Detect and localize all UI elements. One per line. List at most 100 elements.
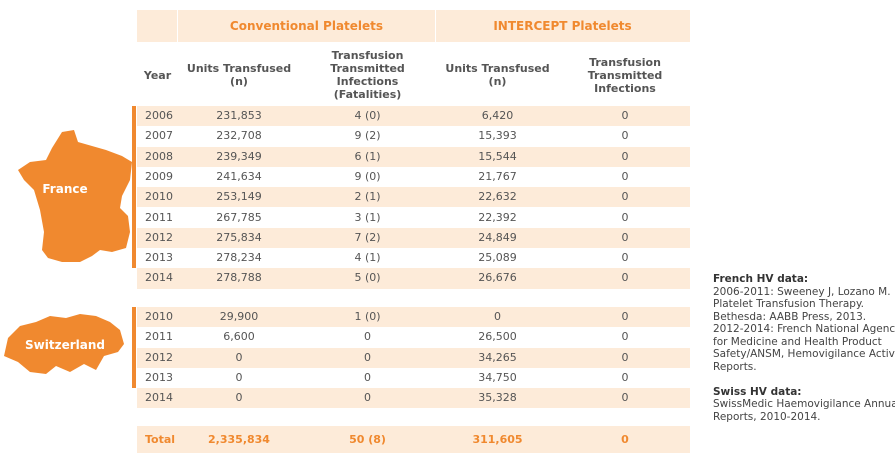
country-maps — [4, 130, 132, 374]
cell: 2011 — [145, 210, 173, 224]
cell: 7 (2) — [354, 230, 381, 244]
cell: 0 — [621, 350, 629, 364]
cell: 232,708 — [216, 129, 262, 143]
note-line: Reports. — [713, 360, 757, 373]
cell: 2 (1) — [354, 190, 381, 204]
note-line: Platelet Transfusion Therapy. — [713, 298, 864, 310]
section-bar — [132, 106, 136, 269]
cell: 9 (2) — [354, 129, 381, 143]
cell: 241,634 — [216, 169, 262, 183]
cell: 2011 — [145, 330, 173, 344]
cell: 6,420 — [481, 109, 514, 122]
cell: 0 — [621, 310, 629, 323]
row-band — [137, 307, 690, 328]
section-bar — [132, 307, 136, 389]
cell: 0 — [494, 310, 501, 323]
cell: 0 — [621, 370, 629, 384]
total-cell: 50 (8) — [349, 433, 386, 446]
cell: 35,328 — [478, 391, 517, 405]
note-title: Swiss HV data: — [713, 385, 802, 398]
cell: 0 — [235, 370, 243, 384]
group-header: Conventional Platelets — [229, 19, 384, 33]
cell: 267,785 — [216, 210, 262, 224]
cell: 2012 — [145, 230, 173, 244]
note-line: Safety/ANSM, Hemovigilance Activity — [713, 348, 895, 360]
cell: 0 — [364, 391, 371, 405]
cell: 2009 — [145, 169, 173, 183]
switzerland-label: Switzerland — [25, 338, 105, 352]
france-map — [18, 130, 132, 262]
cell: 9 (0) — [354, 169, 381, 183]
cell: 275,834 — [216, 230, 262, 244]
switzerland-map — [4, 314, 124, 374]
cell: 2010 — [145, 310, 173, 323]
note-line: SwissMedic Haemovigilance Annual — [713, 398, 895, 410]
cell: 3 (1) — [354, 210, 381, 224]
cell: 0 — [364, 330, 371, 344]
note-line: Bethesda: AABB Press, 2013. — [713, 310, 867, 323]
cell: 0 — [621, 251, 629, 265]
cell: 26,500 — [478, 330, 517, 344]
cell: 6,600 — [223, 330, 255, 344]
cell: 2014 — [145, 271, 173, 285]
cell: 22,632 — [478, 190, 517, 204]
note-line: 2006-2011: Sweeney J, Lozano M. — [713, 285, 891, 298]
cell: 0 — [621, 391, 629, 405]
cell: 0 — [235, 391, 243, 405]
row-band — [137, 388, 690, 409]
total-cell: 311,605 — [472, 433, 523, 446]
cell: 29,900 — [219, 310, 259, 323]
cell: 2007 — [145, 129, 173, 143]
column-header: Transfusion Transmitted Infections — [587, 55, 663, 95]
cell: 5 (0) — [354, 271, 381, 285]
header-band — [137, 10, 690, 42]
total-cell: 2,335,834 — [208, 433, 270, 446]
row-band — [137, 268, 690, 289]
header-divider — [435, 10, 436, 42]
note-line: Reports, 2010-2014. — [713, 410, 821, 423]
cell: 15,393 — [478, 129, 517, 143]
cell: 0 — [235, 350, 243, 364]
total-cell: 0 — [621, 433, 629, 446]
cell: 34,265 — [478, 350, 517, 364]
cell: 2006 — [145, 109, 173, 122]
cell: 253,149 — [216, 190, 262, 204]
cell: 4 (0) — [354, 109, 381, 122]
cell: 0 — [621, 149, 629, 163]
cell: 0 — [621, 271, 629, 285]
total-cell: Total — [145, 433, 176, 446]
cell: 0 — [621, 210, 629, 224]
column-header: Transfusion Transmitted Infections (Fata… — [330, 49, 405, 101]
row-band — [137, 347, 690, 368]
cell: 0 — [621, 129, 629, 143]
cell: 0 — [364, 370, 371, 384]
note-title: French HV data: — [713, 273, 809, 285]
cell: 2010 — [145, 190, 173, 204]
cell: 0 — [621, 190, 629, 204]
cell: 0 — [621, 230, 629, 244]
cell: 239,349 — [216, 149, 262, 163]
cell: 2014 — [145, 391, 173, 405]
column-header: Units Transfused (n) — [186, 62, 292, 88]
cell: 21,767 — [478, 169, 517, 183]
note-line: for Medicine and Health Product — [713, 335, 882, 348]
cell: 0 — [364, 350, 371, 364]
cell: 231,853 — [216, 109, 262, 122]
cell: 278,788 — [216, 271, 262, 285]
cell: 15,544 — [478, 149, 517, 163]
row-band — [137, 106, 690, 127]
cell: 24,849 — [478, 230, 517, 244]
cell: 2013 — [145, 251, 173, 265]
cell: 0 — [621, 169, 629, 183]
column-header: Units Transfused (n) — [445, 62, 550, 88]
header-divider — [177, 10, 178, 42]
cell: 0 — [621, 330, 629, 344]
cell: 2012 — [145, 350, 173, 364]
row-band — [137, 227, 690, 249]
column-header: Year — [143, 68, 172, 82]
total-band — [137, 426, 690, 453]
note-line: 2012-2014: French National Agency — [713, 323, 895, 335]
cell: 1 (0) — [354, 310, 381, 323]
cell: 4 (1) — [354, 251, 381, 265]
